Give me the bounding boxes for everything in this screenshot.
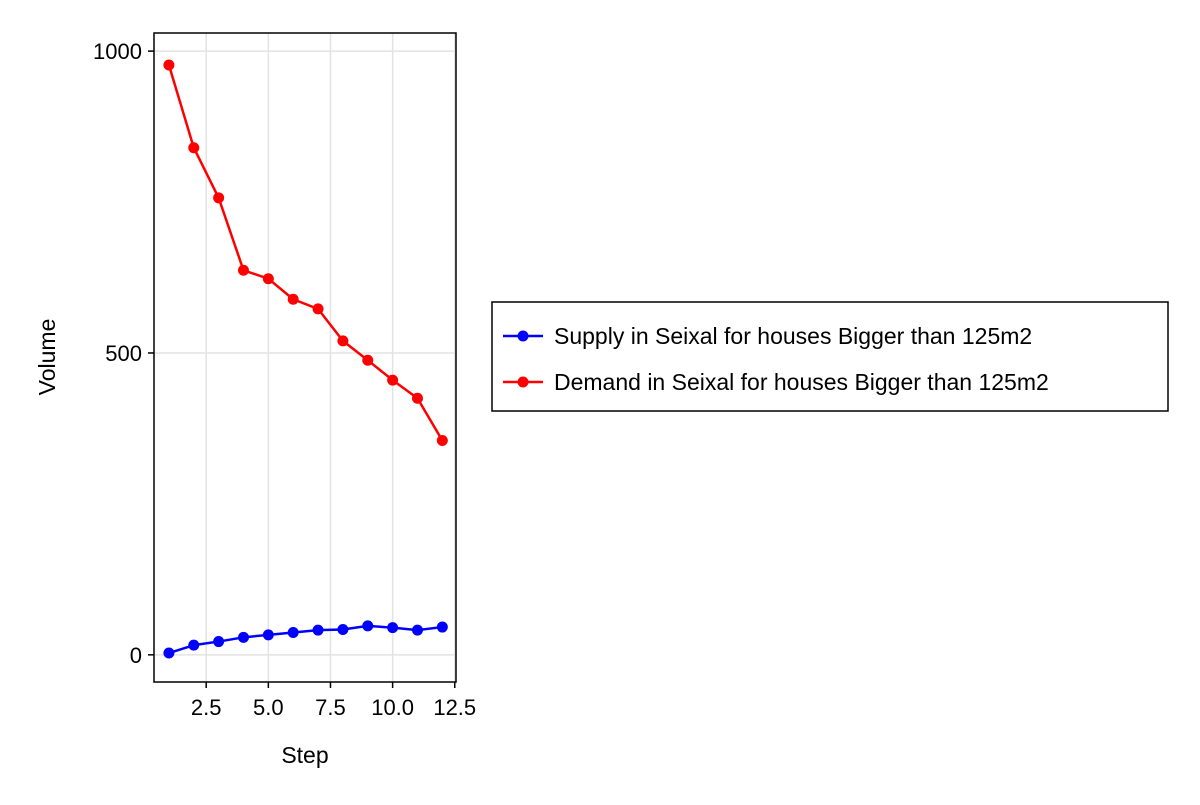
x-tick-label: 5.0: [253, 695, 284, 720]
x-tick-label: 7.5: [315, 695, 346, 720]
legend-marker: [517, 330, 529, 342]
series-supply: [163, 620, 448, 659]
series-line: [168, 624, 443, 655]
series-demand: [163, 59, 448, 447]
ticks: [148, 50, 456, 688]
y-tick-label: 500: [105, 341, 142, 366]
data-point: [188, 639, 200, 651]
data-point: [337, 623, 349, 635]
grid: [154, 33, 456, 682]
x-tick-label: 10.0: [371, 695, 414, 720]
data-point: [436, 621, 448, 633]
x-tick-label: 2.5: [191, 695, 222, 720]
data-point: [337, 335, 349, 347]
data-point: [287, 626, 299, 638]
data-point: [312, 303, 324, 315]
data-point: [163, 647, 175, 659]
y-tick-label: 0: [130, 643, 142, 668]
legend-entry: Demand in Seixal for houses Bigger than …: [503, 369, 1049, 395]
series-line: [167, 64, 444, 442]
data-point: [362, 354, 374, 366]
legend-entries: Supply in Seixal for houses Bigger than …: [503, 323, 1049, 395]
data-point: [262, 629, 274, 641]
data-point: [312, 624, 324, 636]
data-point: [411, 392, 423, 404]
x-tick-label: 12.5: [433, 695, 476, 720]
x-axis-title: Step: [281, 742, 328, 768]
data-point: [237, 631, 249, 643]
legend-marker: [517, 376, 529, 388]
data-point: [411, 624, 423, 636]
plot-frame: [153, 32, 457, 683]
legend-label: Demand in Seixal for houses Bigger than …: [554, 369, 1049, 395]
series-layer: [163, 59, 448, 659]
data-point: [287, 293, 299, 305]
data-point: [387, 374, 399, 386]
legend-label: Supply in Seixal for houses Bigger than …: [554, 323, 1032, 349]
data-point: [262, 273, 274, 285]
legend-entry: Supply in Seixal for houses Bigger than …: [503, 323, 1032, 349]
y-tick-label: 1000: [93, 39, 142, 64]
data-point: [213, 636, 225, 648]
data-point: [237, 264, 249, 276]
data-point: [213, 192, 225, 204]
data-point: [362, 620, 374, 632]
legend: Supply in Seixal for houses Bigger than …: [491, 301, 1169, 412]
data-point: [436, 435, 448, 447]
legend-box: [491, 301, 1169, 412]
y-axis-title: Volume: [34, 319, 60, 396]
data-point: [387, 622, 399, 634]
data-point: [163, 59, 175, 71]
tick-labels: 2.5 5.0 7.5 10.0 12.5 0 500 1000: [93, 39, 476, 720]
data-point: [188, 142, 200, 154]
